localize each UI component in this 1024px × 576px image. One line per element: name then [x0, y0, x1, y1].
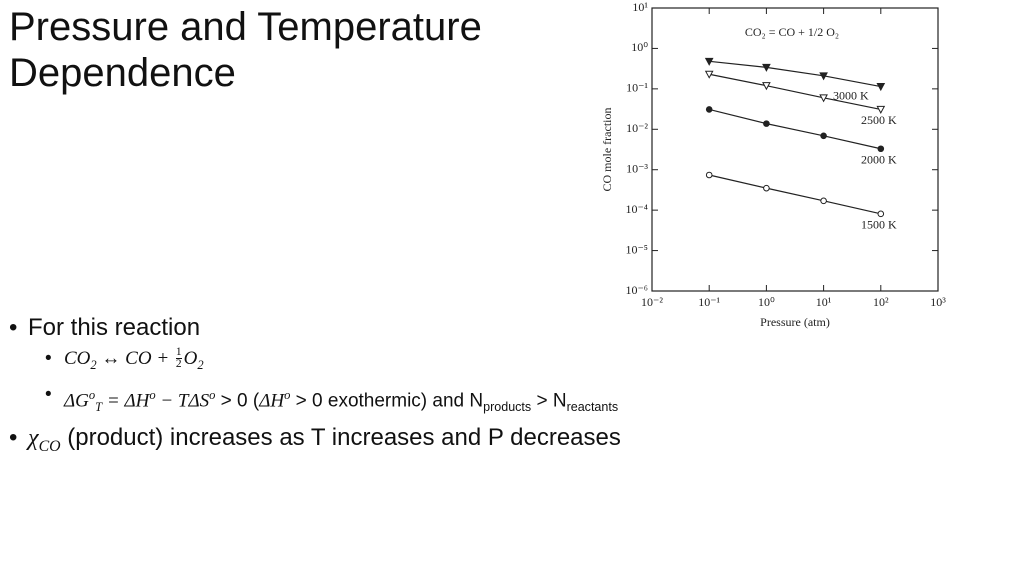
x-tick-label: 10³ — [930, 295, 946, 309]
text-run: T — [95, 399, 103, 414]
text-run: 2 — [197, 357, 204, 372]
slide-title: Pressure and Temperature Dependence — [9, 5, 482, 95]
text-run: CO — [64, 348, 91, 369]
y-tick-label: 10⁻⁵ — [625, 242, 648, 256]
marker — [819, 72, 828, 81]
text-run: > 0 exothermic) and N — [290, 390, 484, 412]
text-run: > 0 ( — [215, 390, 260, 412]
numerator: 1 — [175, 345, 182, 360]
x-axis-label: Pressure (atm) — [760, 315, 830, 329]
text-run: = ΔH — [102, 390, 150, 412]
text-run: reactants — [566, 399, 619, 414]
marker — [763, 184, 770, 192]
y-tick-label: 10⁻¹ — [626, 81, 648, 95]
marker — [876, 83, 886, 92]
text-run: O — [183, 348, 198, 369]
marker — [705, 171, 713, 179]
marker — [820, 197, 827, 205]
marker — [763, 120, 770, 127]
series-line — [709, 60, 881, 88]
y-tick-label: 10⁰ — [631, 40, 648, 54]
marker — [704, 70, 714, 79]
series-line — [709, 108, 881, 150]
series-label: 1500 K — [861, 218, 897, 232]
marker — [704, 57, 714, 66]
text-run: o — [88, 387, 96, 402]
x-tick-label: 10⁻² — [641, 295, 663, 309]
marker — [705, 106, 713, 113]
marker — [876, 105, 886, 114]
x-tick-label: 10¹ — [816, 295, 832, 309]
series-line — [709, 73, 881, 111]
y-tick-label: 10⁻⁶ — [625, 283, 648, 297]
series-label: 2000 K — [861, 153, 897, 167]
series-line — [709, 174, 881, 215]
bullet: For this reaction — [9, 312, 909, 344]
bullet-list: For this reactionCO2 ↔ CO + 12O2ΔGoT = Δ… — [9, 312, 909, 463]
series-label: 3000 K — [833, 88, 869, 102]
marker — [877, 210, 885, 218]
y-tick-label: 10⁻³ — [626, 161, 648, 175]
text-run: ΔH — [259, 390, 285, 412]
text-run: products — [483, 399, 532, 414]
y-tick-label: 10⁻⁴ — [625, 202, 648, 216]
text-run: − TΔS — [155, 390, 210, 412]
text-run: ↔ CO + — [96, 348, 174, 369]
marker — [819, 94, 828, 103]
marker — [762, 82, 771, 91]
marker — [762, 63, 771, 72]
text-run: CO — [38, 437, 61, 455]
denominator: 2 — [175, 358, 182, 371]
x-tick-label: 10² — [873, 295, 889, 309]
text-run: For this reaction — [28, 314, 201, 341]
text-run: > N — [531, 390, 567, 412]
text-run: (product) increases as T increases and P… — [60, 423, 621, 451]
series-label: 2500 K — [861, 113, 897, 127]
text-run: χ — [28, 424, 39, 451]
text-run: o — [209, 387, 216, 402]
text-run: 2 — [90, 357, 97, 372]
marker — [820, 132, 827, 140]
y-axis-label: CO mole fraction — [600, 108, 614, 192]
marker — [877, 145, 885, 153]
x-tick-label: 10⁰ — [758, 295, 775, 309]
text-run: o — [284, 387, 291, 402]
text-run: ΔG — [64, 390, 89, 412]
plot-frame — [651, 7, 939, 292]
y-tick-label: 10¹ — [632, 0, 648, 14]
text-run: o — [149, 387, 156, 402]
x-tick-label: 10⁻¹ — [698, 295, 720, 309]
y-tick-label: 10⁻² — [626, 121, 648, 135]
bullet: ΔGoT = ΔHo − TΔSo > 0 (ΔHo > 0 exothermi… — [9, 380, 909, 422]
annotation: CO₂ = CO + 1/2 O₂ — [745, 25, 839, 39]
chart: 10⁻⁶ 10⁻⁵ 10⁻⁴ 10⁻³ 10⁻² 10⁻¹ 10⁰ 10¹ 10⁻² 10⁻¹ 10… — [600, 0, 946, 329]
bullet: χCO (product) increases as T increases a… — [9, 422, 909, 463]
